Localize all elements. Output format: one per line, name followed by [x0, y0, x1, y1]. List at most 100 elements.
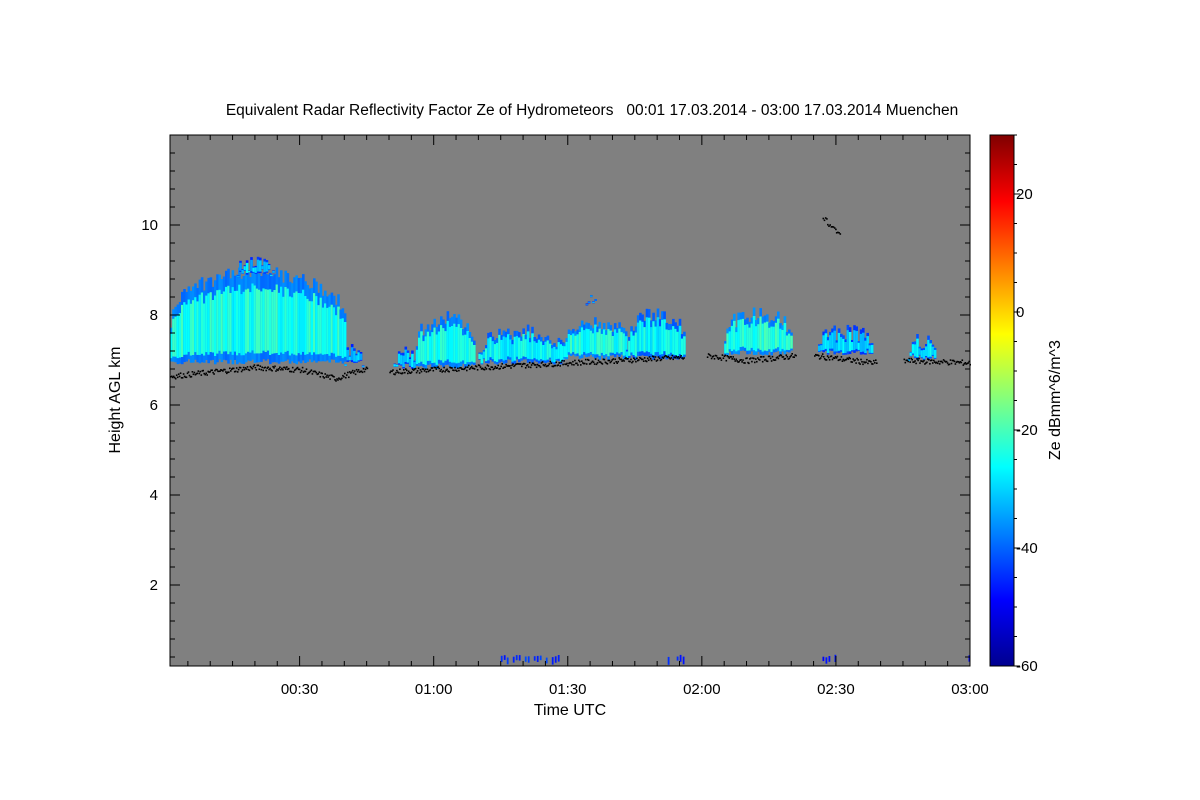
echo-core — [531, 333, 534, 360]
echo-core — [211, 300, 215, 353]
cloud-base-point — [744, 362, 746, 364]
cloud-base-point — [479, 366, 482, 368]
cloud-base-point — [605, 362, 608, 364]
cloud-base-point — [335, 380, 337, 382]
echo-core — [645, 317, 649, 352]
surface-echo-mark — [500, 655, 503, 662]
cloud-base-point — [276, 368, 278, 371]
echo-core — [205, 295, 208, 353]
echo-core — [207, 293, 210, 355]
cloud-base-point — [737, 361, 739, 363]
cloud-base-point — [592, 361, 595, 364]
echo-core — [563, 346, 566, 358]
cloud-base-point — [634, 358, 636, 361]
cloud-base-point — [356, 370, 359, 373]
cloud-base-point — [942, 359, 945, 361]
echo-core — [326, 307, 329, 354]
echo-core — [509, 339, 512, 358]
cloud-base-point — [713, 358, 716, 360]
cloud-base-point — [213, 373, 215, 375]
cloud-base-point — [445, 369, 447, 371]
cloud-base-point — [642, 358, 644, 361]
cloud-base-point — [490, 366, 493, 368]
cloud-base-point — [477, 364, 480, 366]
cloud-base-point — [392, 369, 394, 371]
cloud-base-point — [526, 364, 529, 366]
echo-core — [862, 332, 865, 352]
colorbar-tick-label: -60 — [1016, 658, 1038, 675]
echo-core — [353, 350, 356, 362]
cloud-base-point — [647, 359, 650, 361]
cloud-base-point — [718, 357, 721, 359]
cloud-base-point — [572, 360, 574, 363]
echo-core — [569, 335, 573, 354]
cloud-base-point — [539, 366, 542, 368]
echo-core — [295, 291, 298, 356]
echo-core — [837, 332, 841, 351]
cloud-layer — [415, 311, 476, 369]
echo-core — [589, 330, 593, 352]
cloud-base-point — [581, 360, 583, 362]
cloud-base-point — [731, 358, 733, 360]
echo-core — [663, 319, 666, 352]
cloud-base-point — [215, 368, 217, 371]
cloud-base-point — [230, 370, 232, 372]
surface-echo-mark — [527, 656, 530, 663]
echo-core — [236, 290, 239, 356]
echo-core — [911, 344, 915, 354]
echo-core — [335, 315, 338, 357]
cloud-base-point — [674, 356, 676, 359]
cloud-base-point — [448, 370, 450, 373]
cloud-base-point — [929, 363, 931, 365]
echo-core — [826, 340, 830, 353]
cloud-base-point — [405, 368, 407, 370]
cloud-base-point — [413, 368, 416, 370]
cloud-base-point — [475, 365, 478, 368]
echo-core — [567, 334, 571, 353]
cloud-base-point — [266, 367, 268, 369]
cloud-base-point — [284, 366, 286, 369]
cloud-base-point — [440, 368, 442, 371]
echo-core — [868, 345, 872, 353]
echo-core — [831, 332, 834, 349]
cloud-base-point — [786, 356, 789, 358]
cloud-base-point — [594, 358, 597, 360]
cloud-base-point — [570, 362, 572, 364]
cloud-base-point — [228, 371, 230, 373]
cloud-base-point — [545, 365, 548, 368]
cloud-base-point — [614, 358, 616, 361]
echo-core — [231, 287, 235, 355]
x-tick-label: 03:00 — [951, 681, 989, 698]
cloud-base-point — [777, 357, 780, 360]
cloud-base-point — [201, 370, 204, 372]
cloud-base-point — [398, 372, 400, 374]
echo-core — [526, 331, 530, 359]
cloud-base-point — [590, 361, 593, 364]
echo-core — [596, 332, 599, 355]
echo-core — [587, 329, 591, 354]
cloud-base-point — [673, 356, 675, 358]
cloud-base-point — [427, 370, 430, 373]
echo-core — [572, 333, 575, 353]
cloud-base-point — [453, 369, 455, 372]
echo-core — [592, 301, 595, 303]
cloud-base-point — [781, 356, 784, 358]
echo-core — [759, 316, 762, 350]
cloud-base-point — [491, 366, 494, 368]
plot-frame — [169, 134, 971, 667]
echo-core — [328, 306, 331, 356]
echo-core — [271, 291, 274, 354]
echo-core — [724, 343, 727, 354]
cloud-base-point — [624, 357, 626, 360]
cloud-base-point — [337, 379, 339, 381]
cloud-base-point — [652, 356, 655, 358]
cloud-base-point — [596, 362, 599, 364]
echo-core — [643, 327, 647, 353]
cloud-base-point — [496, 367, 498, 369]
cloud-base-point — [423, 370, 426, 372]
echo-core — [185, 304, 188, 355]
cloud-base-point — [748, 362, 750, 365]
echo-core — [737, 320, 740, 351]
cloud-base-point — [779, 354, 782, 356]
echo-core — [916, 338, 919, 358]
